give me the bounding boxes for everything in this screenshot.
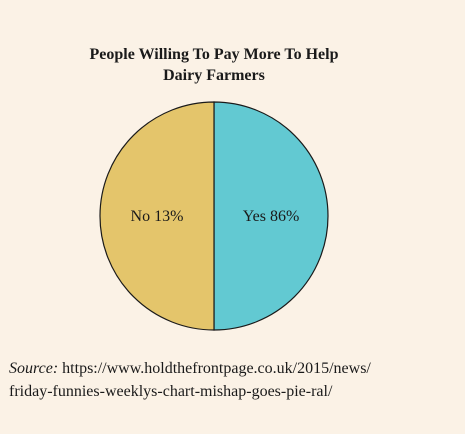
source-url-part-2: friday-funnies-weeklys-chart-mishap-goes… [9, 383, 333, 400]
source-url-part-1: https://www.holdthefrontpage.co.uk/2015/… [62, 360, 371, 377]
source-line-1: Source: https://www.holdthefrontpage.co.… [9, 357, 459, 380]
source-label: Source: [9, 360, 59, 377]
chart-title-line-1: People Willing To Pay More To Help [89, 46, 339, 63]
chart-title: People Willing To Pay More To Help Dairy… [0, 44, 428, 86]
pie-slice-label-1: No 13% [131, 208, 184, 225]
source-note: Source: https://www.holdthefrontpage.co.… [9, 357, 459, 403]
pie-slice-0 [213, 101, 329, 331]
pie-slice-1 [99, 101, 215, 331]
pie-slice-label-0: Yes 86% [243, 208, 300, 225]
chart-title-line-2: Dairy Farmers [163, 67, 265, 84]
